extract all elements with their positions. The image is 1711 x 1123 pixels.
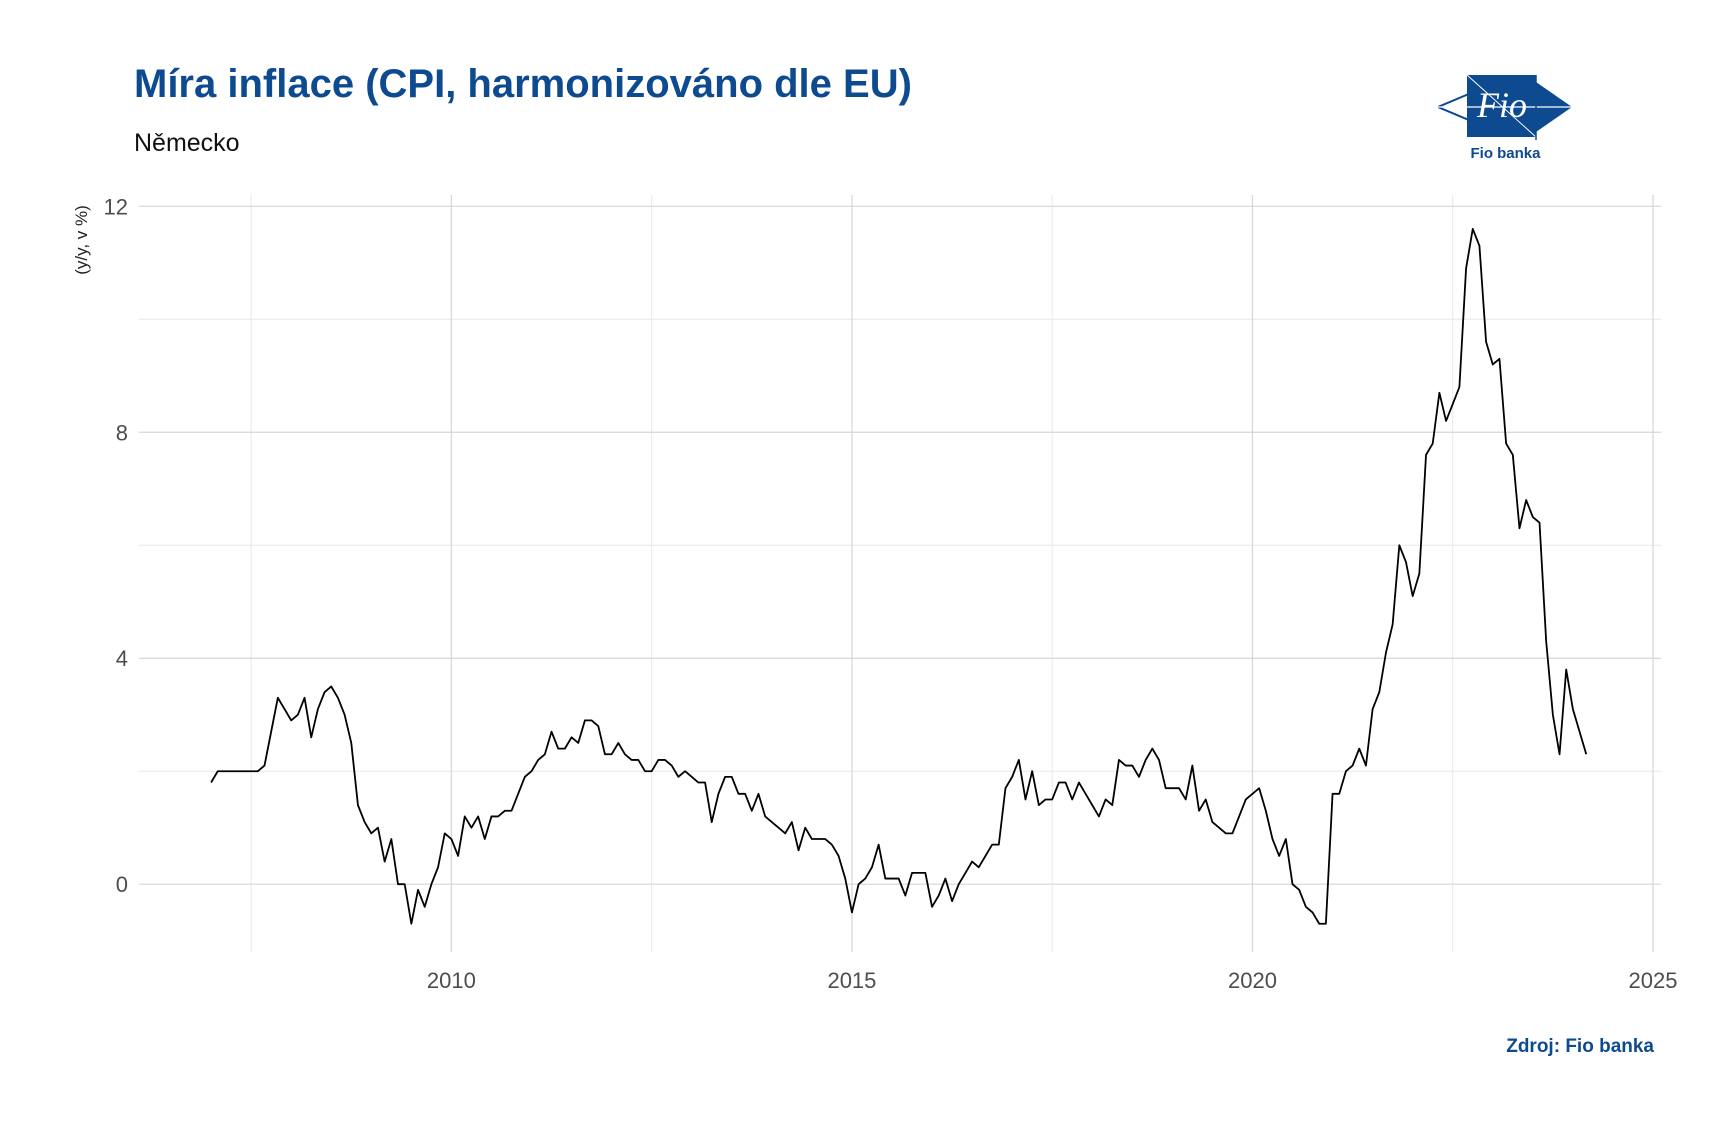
series-line [210,228,1588,925]
chart-grid [139,195,1661,952]
x-tick-label: 2020 [1228,968,1277,993]
x-tick-label: 2015 [827,968,876,993]
chart-title: Míra inflace (CPI, harmonizováno dle EU) [134,62,912,106]
chart-subtitle: Německo [134,129,240,157]
logo-label: Fio banka [1470,145,1541,162]
y-tick-label: 12 [104,194,128,219]
logo-text: Fio [1476,85,1527,125]
y-tick-label: 0 [116,872,128,897]
y-axis-label: (y/y, v %) [72,205,91,275]
y-tick-label: 4 [116,646,128,671]
chart-tick-labels: 2010 2015 2020 2025 0 4 8 12 [104,194,1678,993]
fio-logo-icon: Fio [1438,74,1572,140]
x-tick-label: 2025 [1629,968,1678,993]
x-tick-label: 2010 [427,968,476,993]
y-tick-label: 8 [116,420,128,445]
source-note: Zdroj: Fio banka [1506,1036,1654,1057]
